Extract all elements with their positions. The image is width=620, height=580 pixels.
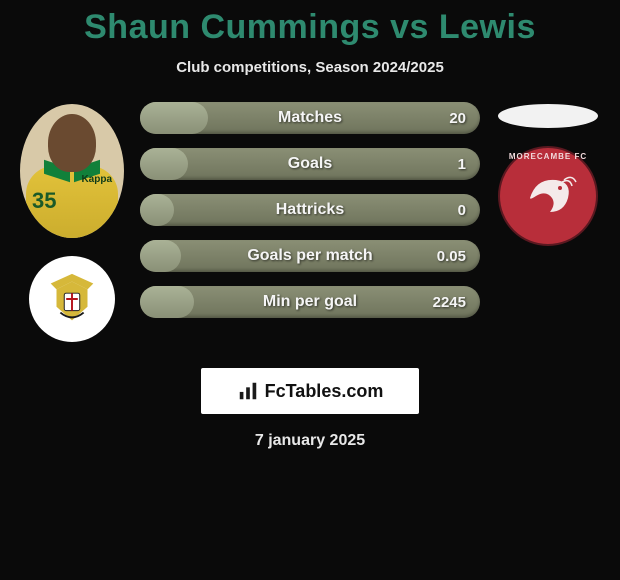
- stat-row: Min per goal2245: [140, 286, 480, 318]
- player2-name: Lewis: [439, 8, 536, 46]
- footer-logo-text: FcTables.com: [265, 381, 384, 402]
- right-column: MORECAMBE FC: [488, 104, 608, 246]
- comparison-container: 35 Kappa Matches20 Goals1 Hattricks0 Goals …: [0, 104, 620, 342]
- left-column: 35 Kappa: [12, 104, 132, 342]
- stat-right-value: 0.05: [437, 248, 466, 265]
- stat-right-value: 20: [449, 110, 466, 127]
- stat-right-value: 1: [458, 156, 466, 173]
- player1-club-badge: [29, 256, 115, 342]
- page-title: Shaun Cummings vs Lewis: [0, 0, 620, 47]
- stat-label: Goals per match: [140, 247, 480, 265]
- player1-avatar: 35 Kappa: [20, 104, 124, 238]
- bar-chart-icon: [237, 380, 259, 402]
- date-line: 7 january 2025: [0, 432, 620, 450]
- club-crest-icon: [41, 268, 103, 330]
- stat-label: Min per goal: [140, 293, 480, 311]
- stat-row: Matches20: [140, 102, 480, 134]
- club2-ring-text: MORECAMBE FC: [500, 152, 596, 161]
- stat-label: Hattricks: [140, 201, 480, 219]
- stat-row: Hattricks0: [140, 194, 480, 226]
- stat-row: Goals per match0.05: [140, 240, 480, 272]
- player2-club-badge: MORECAMBE FC: [498, 146, 598, 246]
- stat-label: Matches: [140, 109, 480, 127]
- stat-right-value: 0: [458, 202, 466, 219]
- player1-jersey-brand: Kappa: [81, 174, 112, 185]
- stat-label: Goals: [140, 155, 480, 173]
- stat-bars: Matches20 Goals1 Hattricks0 Goals per match…: [140, 102, 480, 318]
- stat-right-value: 2245: [433, 294, 466, 311]
- player2-avatar-placeholder: [498, 104, 598, 128]
- footer-logo: FcTables.com: [201, 368, 419, 414]
- stat-row: Goals1: [140, 148, 480, 180]
- player1-name: Shaun Cummings: [84, 8, 380, 46]
- vs-separator: vs: [380, 8, 439, 46]
- subtitle: Club competitions, Season 2024/2025: [0, 59, 620, 76]
- player1-jersey-number: 35: [32, 188, 56, 214]
- shrimp-icon: [516, 164, 580, 228]
